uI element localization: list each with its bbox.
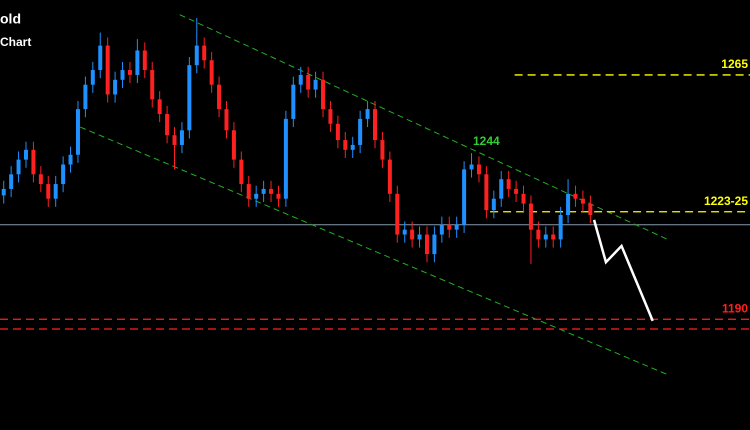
candle-body	[246, 184, 251, 199]
candle-body	[566, 193, 571, 215]
candle-body	[239, 159, 244, 185]
candle-body	[514, 188, 519, 194]
level-label: 1190	[722, 301, 748, 315]
candle-body	[543, 234, 548, 240]
candle-body	[53, 184, 58, 199]
candle-body	[172, 135, 177, 145]
candle-body	[313, 79, 318, 90]
candle-body	[298, 74, 303, 85]
candle-body	[224, 109, 229, 131]
level-label: 1265	[721, 57, 748, 71]
candle-body	[528, 203, 533, 230]
candle-body	[217, 84, 222, 110]
candle-body	[269, 188, 274, 194]
candle-body	[105, 45, 110, 95]
candle-body	[291, 84, 296, 119]
candle-body	[588, 203, 593, 215]
candle-body	[254, 193, 259, 199]
candle-body	[469, 164, 474, 170]
candle-body	[16, 159, 21, 175]
candle-body	[113, 79, 118, 95]
candle-body	[558, 215, 563, 240]
candle-body	[447, 224, 452, 230]
candle-body	[209, 60, 214, 85]
candle-body	[202, 45, 207, 61]
candle-body	[410, 229, 415, 240]
candle-body	[165, 114, 170, 136]
candle-body	[98, 45, 103, 71]
candle-body	[439, 224, 444, 235]
candle-body	[573, 193, 578, 199]
candle-body	[276, 193, 281, 199]
candle-body	[83, 84, 88, 110]
candle-body	[484, 174, 489, 211]
chart-title: old	[0, 11, 21, 27]
candle-body	[432, 234, 437, 255]
candle-body	[380, 140, 385, 160]
candle-body	[373, 109, 377, 141]
candle-body	[23, 149, 28, 160]
candle-body	[417, 234, 422, 240]
candle-body	[68, 154, 73, 165]
candle-body	[187, 65, 192, 131]
candle-body	[150, 70, 155, 100]
channel-line	[179, 14, 668, 240]
candle-body	[194, 45, 199, 66]
candle-body	[120, 70, 125, 80]
candle-body	[491, 198, 496, 211]
candle-body	[395, 193, 400, 235]
annotation: 1244	[473, 134, 500, 148]
candle-body	[261, 188, 266, 194]
candle-body	[306, 74, 311, 90]
candle-body	[283, 118, 288, 199]
candle-body	[424, 234, 429, 255]
candle-body	[142, 50, 147, 71]
candle-body	[61, 164, 66, 185]
candle-body	[580, 198, 585, 204]
candle-body	[231, 130, 236, 160]
candle-body	[179, 130, 184, 145]
candle-body	[135, 50, 140, 75]
candle-body	[462, 169, 467, 225]
candle-body	[476, 164, 481, 175]
candle-body	[350, 144, 355, 150]
candle-body	[551, 234, 556, 240]
candle-body	[321, 79, 326, 110]
candle-body	[75, 109, 80, 155]
level-label: 1223-25	[704, 194, 748, 208]
candle-body	[1, 188, 6, 196]
candle-body	[127, 70, 132, 75]
candle-body	[335, 123, 340, 141]
candle-body	[402, 229, 407, 235]
chart-subtitle: Chart	[0, 35, 31, 49]
candle-body	[358, 118, 363, 145]
candle-body	[387, 159, 392, 194]
candle-body	[9, 174, 14, 189]
candle-body	[31, 149, 36, 175]
candle-body	[157, 99, 162, 115]
projection-path	[592, 219, 654, 322]
candle-body	[365, 109, 370, 119]
channel-line	[80, 126, 668, 376]
candle-body	[46, 184, 51, 199]
candle-body	[90, 70, 95, 85]
candle-body	[499, 179, 504, 199]
candle-body	[536, 229, 541, 240]
candle-body	[38, 174, 43, 185]
candle-body	[343, 140, 348, 150]
candle-body	[328, 109, 333, 124]
candle-body	[521, 193, 526, 204]
candle-body	[454, 224, 459, 230]
candle-body	[506, 179, 511, 189]
